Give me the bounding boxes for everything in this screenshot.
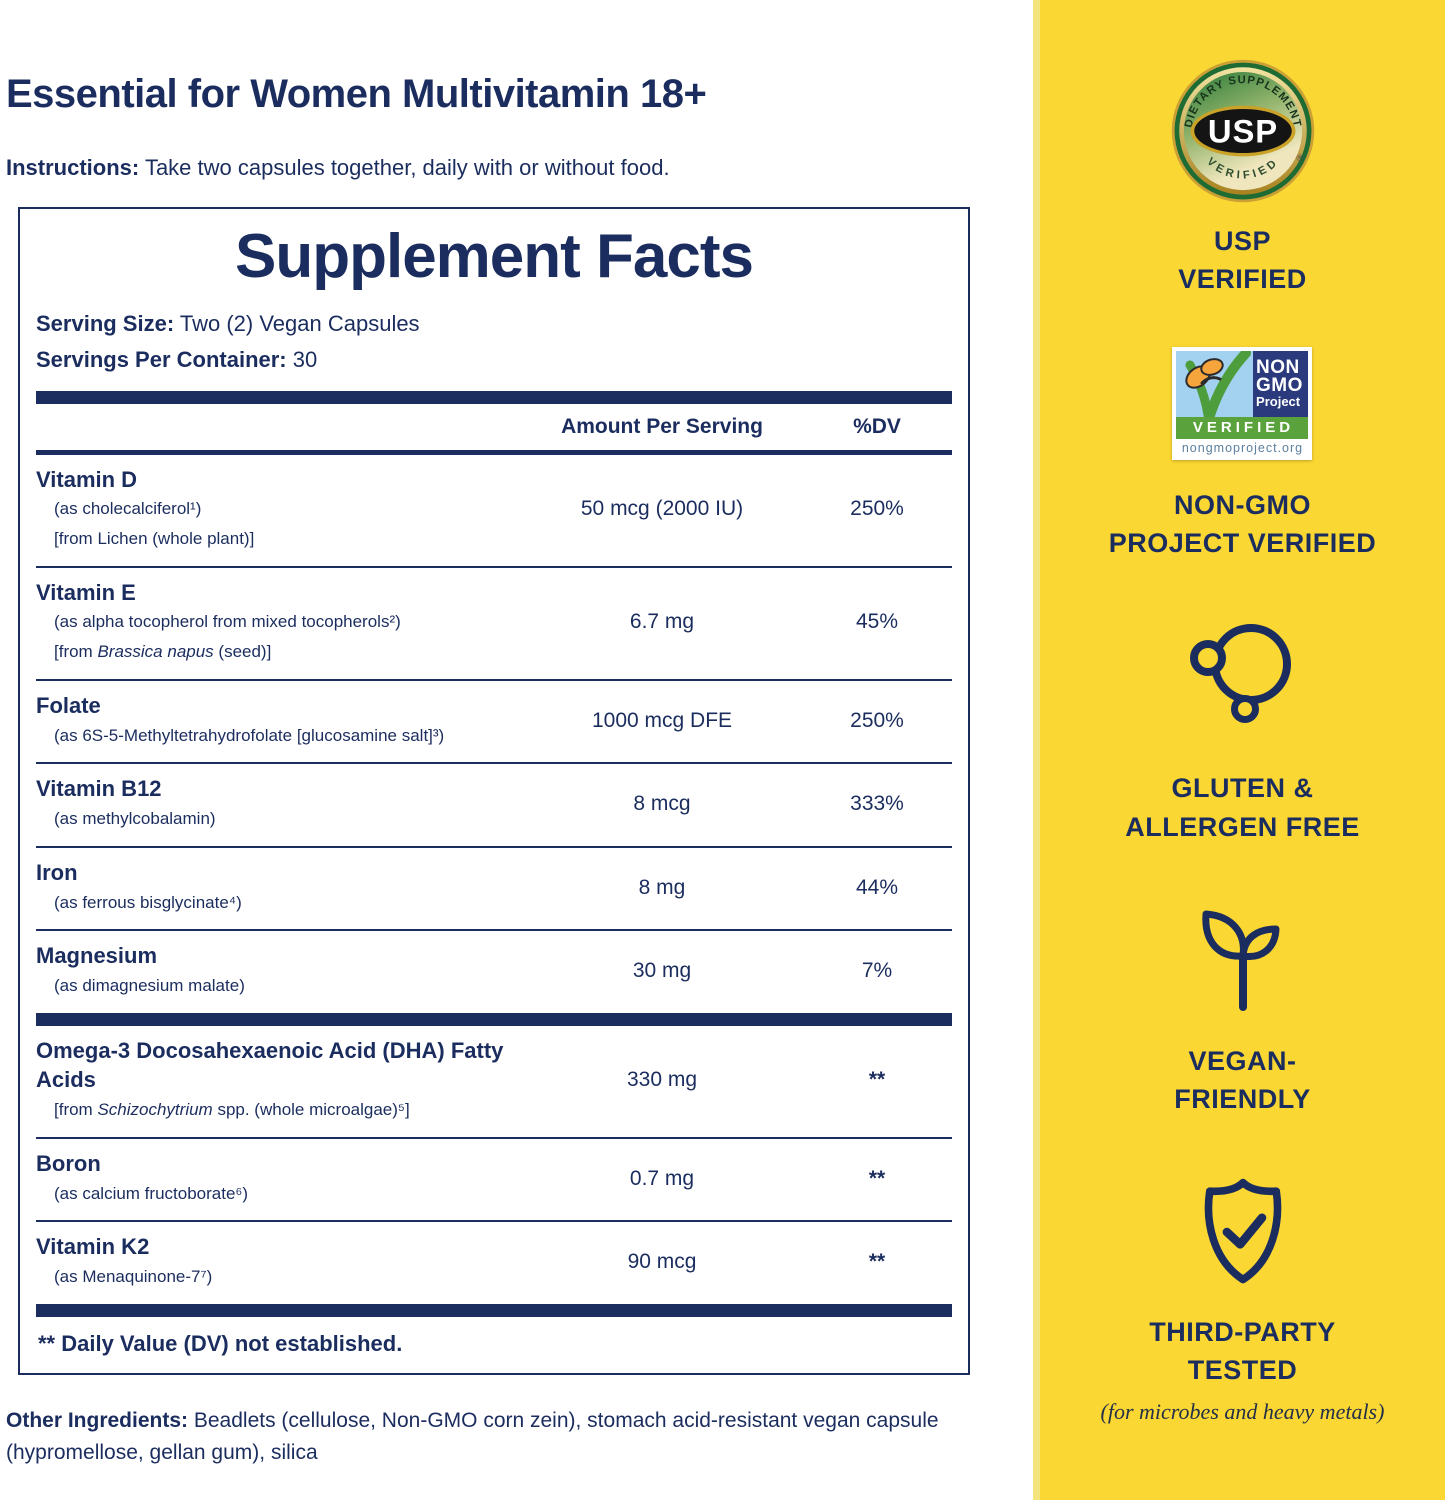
servings-value: 30 bbox=[286, 347, 318, 373]
nutrient-source: (as 6S-5-Methyltetrahydrofolate [glucosa… bbox=[54, 725, 445, 745]
nutrient-amount: 8 mcg bbox=[633, 792, 691, 816]
nutrient-amount: 0.7 mg bbox=[629, 1166, 695, 1190]
nutrient-source: (as ferrous bisglycinate⁴) bbox=[54, 892, 242, 912]
nutrient-name: Folate bbox=[36, 692, 101, 718]
nutrient-source: (as methylcobalamin) bbox=[54, 809, 216, 829]
servings-per-container: Servings Per Container: 30 bbox=[36, 342, 952, 378]
table-row: Vitamin B12 (as methylcobalamin) 8 mcg 3… bbox=[36, 762, 952, 845]
serving-size-label: Serving Size: bbox=[36, 311, 175, 336]
nutrient-dv: 7% bbox=[861, 959, 893, 982]
non-gmo-verified-strip: VERIFIED bbox=[1176, 416, 1309, 439]
column-dv-header: %DV bbox=[853, 414, 901, 438]
third-party-caption: THIRD-PARTY TESTED bbox=[1149, 1316, 1336, 1385]
nutrient-name: Vitamin E bbox=[36, 579, 136, 605]
other-ingredients-label: Other Ingredients: bbox=[6, 1408, 189, 1432]
instructions: Instructions: Take two capsules together… bbox=[6, 155, 1033, 181]
label-main: Essential for Women Multivitamin 18+ Ins… bbox=[6, 72, 1033, 1470]
nutrient-dv: ** bbox=[868, 1068, 886, 1092]
table-row: Boron (as calcium fructoborate⁶) 0.7 mg … bbox=[36, 1136, 952, 1220]
nutrient-name: Iron bbox=[36, 859, 78, 885]
usp-caption: USP VERIFIED bbox=[1178, 226, 1307, 295]
table-row: Omega-3 Docosahexaenoic Acid (DHA) Fatty… bbox=[36, 1026, 952, 1137]
butterfly-icon bbox=[1176, 350, 1254, 417]
vegan-caption: VEGAN- FRIENDLY bbox=[1174, 1045, 1311, 1115]
servings-label: Servings Per Container: bbox=[36, 347, 287, 373]
nutrient-source: (as dimagnesium malate) bbox=[54, 975, 245, 995]
non-gmo-wordmark: NON GMO Project bbox=[1253, 350, 1309, 417]
non-gmo-caption: NON-GMO PROJECT VERIFIED bbox=[1108, 489, 1377, 558]
table-row: Vitamin K2 (as Menaquinone-7⁷) 90 mcg ** bbox=[36, 1220, 952, 1303]
nutrient-dv: ** bbox=[868, 1250, 886, 1273]
nutrient-origin: [from Schizochytrium spp. (whole microal… bbox=[54, 1100, 410, 1120]
sprout-icon bbox=[1201, 910, 1279, 1011]
instructions-label: Instructions: bbox=[6, 155, 140, 180]
nutrient-origin: [from Brassica napus (seed)] bbox=[54, 642, 272, 662]
gluten-free-caption: GLUTEN & ALLERGEN FREE bbox=[1125, 773, 1360, 842]
nutrient-dv: 250% bbox=[850, 708, 904, 732]
table-header: Amount Per Serving %DV bbox=[36, 404, 952, 450]
serving-size: Serving Size: Two (2) Vegan Capsules bbox=[36, 306, 952, 342]
certifications-sidebar: DIETARY SUPPLEMENT VERIFIED USP ® USP VE… bbox=[1033, 0, 1445, 1500]
nutrient-name: Omega-3 Docosahexaenoic Acid (DHA) Fatty… bbox=[36, 1037, 504, 1093]
nutrient-source: (as alpha tocopherol from mixed tocopher… bbox=[54, 612, 401, 632]
molecule-icon bbox=[1189, 624, 1291, 724]
product-title: Essential for Women Multivitamin 18+ bbox=[6, 72, 707, 116]
nutrient-dv: 45% bbox=[855, 610, 899, 634]
nutrient-source: (as cholecalciferol¹) bbox=[54, 499, 202, 519]
nutrient-amount: 1000 mcg DFE bbox=[591, 708, 733, 732]
nutrient-dv: 250% bbox=[850, 497, 904, 521]
nutrient-origin: [from Lichen (whole plant)] bbox=[54, 529, 255, 549]
other-ingredients-text: Beadlets (cellulose, Non-GMO corn zein),… bbox=[6, 1408, 939, 1465]
table-row: Vitamin E (as alpha tocopherol from mixe… bbox=[36, 565, 952, 679]
table-row: Folate (as 6S-5-Methyltetrahydrofolate [… bbox=[36, 678, 952, 762]
table-row: Iron (as ferrous bisglycinate⁴) 8 mg 44% bbox=[36, 845, 952, 929]
non-gmo-url: nongmoproject.org bbox=[1176, 438, 1309, 456]
shield-check-icon bbox=[1204, 1178, 1281, 1283]
third-party-note: (for microbes and heavy metals) bbox=[1100, 1399, 1385, 1425]
nutrient-name: Vitamin K2 bbox=[36, 1234, 150, 1260]
svg-text:®: ® bbox=[1296, 153, 1303, 163]
table-row: Vitamin D (as cholecalciferol¹) [from Li… bbox=[36, 455, 952, 566]
table-row: Magnesium (as dimagnesium malate) 30 mg … bbox=[36, 929, 952, 1012]
usp-badge: DIETARY SUPPLEMENT VERIFIED USP ® USP VE… bbox=[1168, 56, 1318, 299]
nutrient-name: Vitamin D bbox=[36, 466, 138, 492]
divider-medium bbox=[36, 449, 952, 455]
nutrient-name: Vitamin B12 bbox=[36, 776, 162, 802]
third-party-tested-badge: THIRD-PARTY TESTED (for microbes and hea… bbox=[1100, 1175, 1385, 1426]
dv-footnote: ** Daily Value (DV) not established. bbox=[38, 1330, 403, 1356]
supplement-facts-panel: Supplement Facts Serving Size: Two (2) V… bbox=[18, 207, 970, 1375]
usp-seal-icon: DIETARY SUPPLEMENT VERIFIED USP ® bbox=[1171, 59, 1314, 203]
facts-title: Supplement Facts bbox=[235, 222, 754, 291]
non-gmo-badge: NON GMO Project VERIFIED nongmoproject.o… bbox=[1108, 346, 1377, 563]
nutrient-dv: ** bbox=[868, 1166, 886, 1190]
nutrient-dv: 44% bbox=[855, 875, 899, 899]
other-ingredients: Other Ingredients: Beadlets (cellulose, … bbox=[6, 1405, 951, 1470]
nutrient-amount: 6.7 mg bbox=[629, 610, 695, 634]
nutrient-amount: 30 mg bbox=[632, 959, 692, 982]
nutrient-amount: 90 mcg bbox=[627, 1250, 697, 1273]
nutrient-dv: 333% bbox=[850, 792, 904, 816]
divider-thick bbox=[36, 1303, 952, 1317]
nutrient-name: Magnesium bbox=[36, 943, 158, 969]
serving-size-value: Two (2) Vegan Capsules bbox=[174, 311, 420, 336]
instructions-text: Take two capsules together, daily with o… bbox=[139, 155, 670, 180]
nutrient-source: (as calcium fructoborate⁶) bbox=[54, 1183, 249, 1203]
nutrient-source: (as Menaquinone-7⁷) bbox=[54, 1266, 213, 1286]
column-amount-header: Amount Per Serving bbox=[561, 414, 763, 438]
nutrient-name: Boron bbox=[36, 1150, 101, 1176]
nutrient-amount: 330 mg bbox=[626, 1068, 698, 1092]
non-gmo-logo: NON GMO Project VERIFIED nongmoproject.o… bbox=[1172, 346, 1313, 460]
divider-thick bbox=[36, 1012, 952, 1026]
vegan-badge: VEGAN- FRIENDLY bbox=[1174, 900, 1311, 1119]
svg-text:USP: USP bbox=[1207, 112, 1277, 149]
nutrient-amount: 8 mg bbox=[638, 875, 686, 899]
divider-thick bbox=[36, 390, 952, 404]
nutrient-amount: 50 mcg (2000 IU) bbox=[580, 497, 744, 521]
gluten-free-badge: GLUTEN & ALLERGEN FREE bbox=[1125, 614, 1360, 846]
